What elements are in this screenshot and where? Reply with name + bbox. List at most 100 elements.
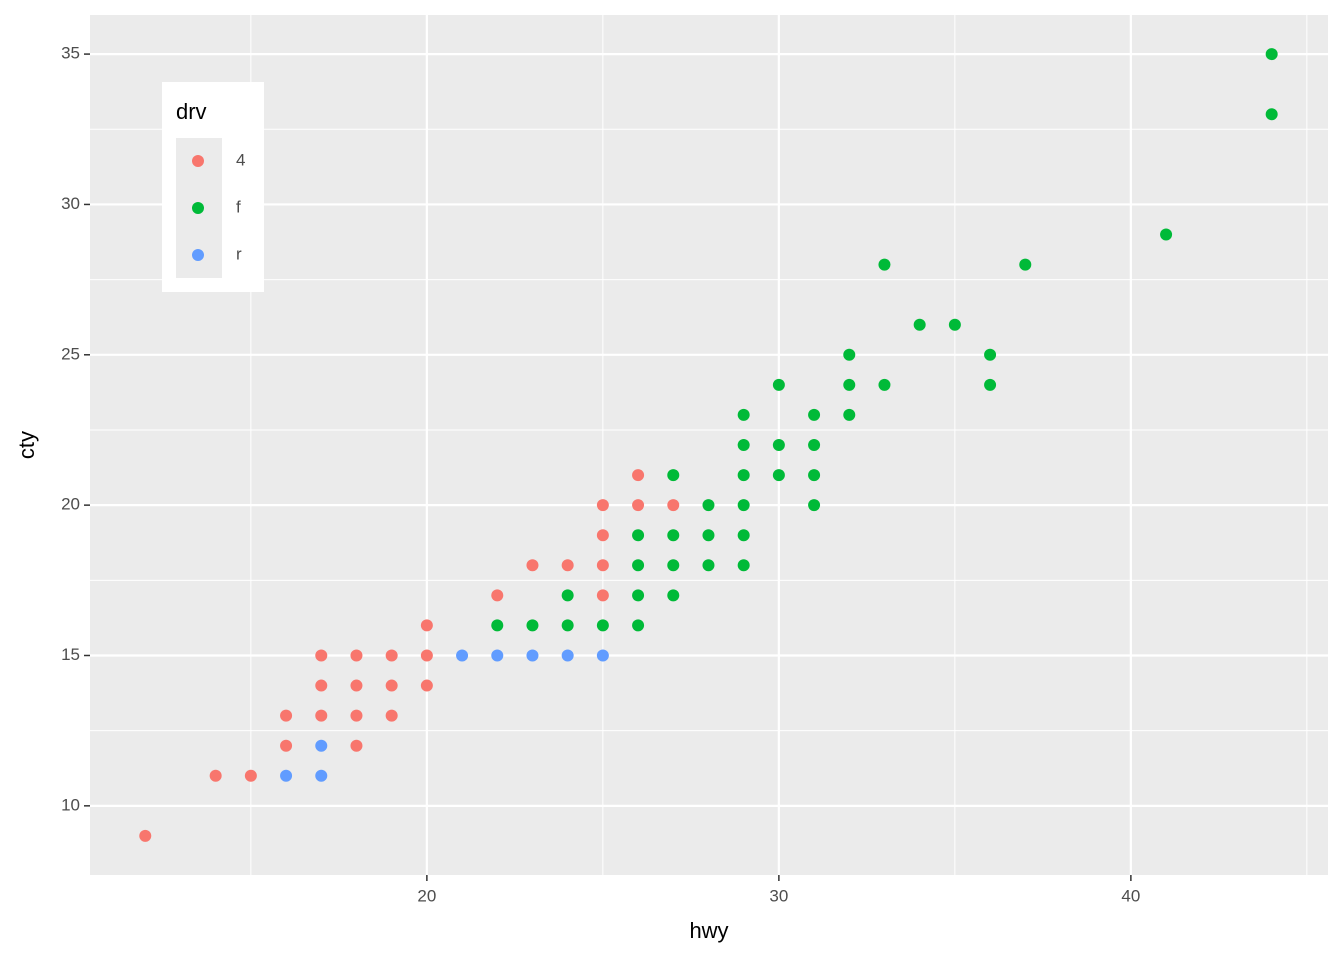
point xyxy=(350,649,363,662)
legend-key xyxy=(192,202,204,214)
point xyxy=(702,499,715,512)
panel xyxy=(90,15,1328,875)
point xyxy=(526,649,539,662)
point xyxy=(315,679,328,692)
point xyxy=(913,318,926,331)
point xyxy=(526,559,539,572)
legend-label: r xyxy=(236,244,242,263)
point xyxy=(491,649,504,662)
y-tick-label: 10 xyxy=(61,795,80,814)
point xyxy=(209,769,222,782)
legend: drv 4 f r xyxy=(162,82,264,292)
point xyxy=(561,559,574,572)
point xyxy=(596,619,609,632)
point xyxy=(244,769,257,782)
point xyxy=(315,709,328,722)
point xyxy=(843,378,856,391)
x-tick-label: 40 xyxy=(1121,886,1140,905)
point xyxy=(1160,228,1173,241)
point xyxy=(667,559,680,572)
point xyxy=(350,679,363,692)
point xyxy=(1265,48,1278,61)
point xyxy=(280,739,293,752)
point xyxy=(737,439,750,451)
point xyxy=(139,829,152,842)
point xyxy=(385,649,398,662)
point xyxy=(632,589,645,602)
point xyxy=(737,499,750,512)
y-tick-label: 35 xyxy=(61,44,80,63)
point xyxy=(280,709,293,722)
y-tick-label: 15 xyxy=(61,645,80,664)
point xyxy=(350,739,363,752)
point xyxy=(1265,108,1278,121)
point xyxy=(843,348,856,361)
point xyxy=(491,619,504,632)
y-axis-title: cty xyxy=(14,431,39,459)
point xyxy=(315,649,328,662)
point xyxy=(420,619,433,632)
point xyxy=(948,318,961,331)
point xyxy=(280,769,293,782)
point xyxy=(702,529,715,542)
point xyxy=(456,649,469,662)
point xyxy=(984,348,997,361)
point xyxy=(1019,258,1032,271)
point xyxy=(561,649,574,662)
point xyxy=(632,499,645,512)
point xyxy=(772,378,785,391)
point xyxy=(772,439,785,451)
grid xyxy=(90,15,1328,875)
point xyxy=(315,739,328,752)
point xyxy=(737,469,750,482)
point xyxy=(420,679,433,692)
point xyxy=(526,619,539,632)
point xyxy=(350,709,363,722)
legend-label: 4 xyxy=(236,150,245,169)
point xyxy=(420,649,433,662)
point xyxy=(808,439,821,451)
point xyxy=(878,378,891,391)
y-tick-label: 20 xyxy=(61,495,80,514)
point xyxy=(596,589,609,602)
legend-label: f xyxy=(236,197,241,216)
point xyxy=(632,469,645,482)
point xyxy=(596,649,609,662)
point xyxy=(702,559,715,572)
point xyxy=(596,499,609,512)
point xyxy=(772,469,785,482)
y-tick-label: 30 xyxy=(61,194,80,213)
legend-key xyxy=(192,155,204,167)
point xyxy=(808,499,821,512)
point xyxy=(808,408,821,421)
point xyxy=(984,378,997,391)
point xyxy=(632,619,645,632)
point xyxy=(385,679,398,692)
point xyxy=(667,469,680,482)
point xyxy=(737,529,750,542)
point xyxy=(561,589,574,602)
point xyxy=(667,529,680,542)
point xyxy=(561,619,574,632)
point xyxy=(737,408,750,421)
point xyxy=(808,469,821,482)
point xyxy=(596,529,609,542)
point xyxy=(491,589,504,602)
y-tick-label: 25 xyxy=(61,344,80,363)
point xyxy=(632,529,645,542)
point xyxy=(385,709,398,722)
points xyxy=(139,48,1278,842)
point xyxy=(596,559,609,572)
legend-key xyxy=(192,249,204,261)
point xyxy=(878,258,891,271)
x-axis-title: hwy xyxy=(689,918,728,943)
point xyxy=(843,408,856,421)
point xyxy=(667,499,680,512)
x-tick-label: 30 xyxy=(769,886,788,905)
point xyxy=(667,589,680,602)
point xyxy=(315,769,328,782)
x-tick-label: 20 xyxy=(417,886,436,905)
point xyxy=(632,559,645,572)
point xyxy=(737,559,750,572)
